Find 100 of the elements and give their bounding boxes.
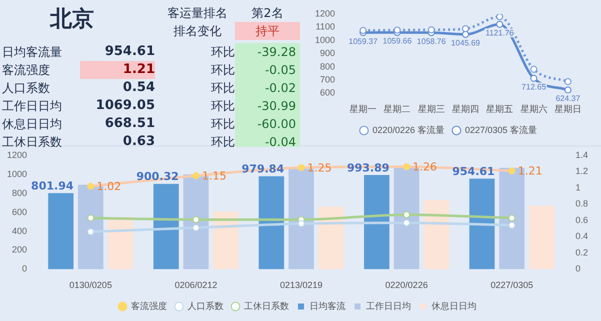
- point: [428, 26, 435, 34]
- point: [87, 214, 94, 222]
- text: 1.21: [80, 61, 155, 79]
- point: [462, 30, 470, 38]
- point: [496, 14, 504, 20]
- data-label: 1059.66: [382, 36, 412, 46]
- y-tick-label: 1200: [314, 8, 336, 18]
- data-label: 954.61: [452, 165, 495, 178]
- data-label: 1.21: [518, 164, 542, 178]
- y-tick-label: 200: [12, 244, 28, 255]
- text: 休息日日均: [2, 116, 63, 133]
- text: -30.99: [235, 97, 300, 115]
- y-tick-label: 1000: [314, 34, 336, 45]
- point: [298, 220, 305, 228]
- y2-tick-label: 1: [575, 182, 581, 192]
- y2-tick-label: 0.6: [575, 214, 588, 225]
- y-tick-label: 800: [12, 188, 28, 198]
- x-tick-label: 星期五: [486, 104, 514, 114]
- y2-tick-label: 0.8: [575, 198, 588, 209]
- y2-tick-label: 0.4: [575, 231, 588, 242]
- text: 环比: [210, 62, 235, 79]
- y-tick-label: 900: [320, 48, 336, 58]
- x-tick-label: 星期四: [452, 104, 480, 114]
- bar: [364, 174, 390, 270]
- data-label: 993.89: [346, 161, 390, 174]
- text: 环比: [210, 80, 235, 97]
- x-tick-label: 0130/0205: [69, 280, 112, 290]
- legend-label: 工休日系数: [244, 300, 289, 311]
- x-tick-label: 星期一: [350, 104, 377, 114]
- data-label: 1.02: [96, 180, 122, 194]
- text: 持平: [235, 22, 300, 40]
- y2-tick-label: 0: [575, 264, 581, 274]
- bar: [48, 193, 74, 270]
- x-tick-label: 星期六: [520, 104, 548, 114]
- text: -60.00: [235, 115, 300, 133]
- data-label: 1059.37: [348, 36, 378, 46]
- legend-label: 休息日日均: [432, 300, 476, 311]
- point: [87, 228, 94, 236]
- y-tick-label: 1200: [6, 150, 28, 160]
- point: [403, 211, 410, 218]
- legend-label: 人口系数: [188, 300, 224, 311]
- text: 668.51: [104, 115, 155, 133]
- text: -0.02: [235, 79, 300, 97]
- point: [403, 219, 410, 226]
- text: -0.04: [235, 133, 300, 151]
- text: 954.61: [104, 43, 155, 61]
- x-tick-label: 0227/0305: [490, 280, 534, 290]
- point: [530, 66, 538, 73]
- text: -39.28: [235, 43, 300, 61]
- text: 1069.05: [94, 97, 155, 115]
- point: [564, 78, 572, 86]
- point: [360, 27, 367, 34]
- legend-label: 日均客流: [310, 300, 346, 311]
- data-label: 979.84: [242, 162, 284, 176]
- point: [564, 86, 572, 94]
- data-label: 1058.76: [416, 36, 446, 46]
- legend-label: 0227/0305 客流量: [465, 124, 538, 135]
- bar: [424, 200, 450, 270]
- data-label: 1045.69: [451, 38, 481, 48]
- text: 排名变化: [172, 23, 222, 40]
- bar: [258, 176, 284, 270]
- y-tick-label: 400: [12, 226, 28, 236]
- legend-label: 工作日日均: [366, 300, 411, 311]
- point: [394, 26, 401, 34]
- y2-tick-label: 1.2: [575, 166, 588, 176]
- bar: [528, 206, 554, 270]
- data-label: 1121.76: [485, 28, 514, 38]
- y2-tick-label: 0.2: [575, 247, 588, 258]
- point: [508, 222, 516, 229]
- text: -0.05: [235, 61, 300, 79]
- x-tick-label: 星期二: [384, 104, 411, 114]
- point: [496, 20, 504, 28]
- data-label: 900.32: [136, 170, 179, 184]
- bar: [153, 184, 179, 270]
- text: 环比: [210, 98, 235, 115]
- text: 人口系数: [2, 80, 51, 97]
- legend-label: 客流强度: [131, 300, 167, 311]
- text: 工作日日均: [2, 98, 63, 115]
- y-tick-label: 1100: [316, 22, 336, 32]
- text: 客流强度: [2, 62, 51, 79]
- x-tick-label: 星期三: [418, 104, 445, 114]
- text: 北京: [50, 6, 94, 34]
- y-tick-label: 1000: [6, 168, 28, 179]
- data-label: 1.25: [307, 161, 332, 174]
- data-label: 712.65: [522, 82, 547, 92]
- y-tick-label: 0: [22, 264, 28, 274]
- point: [508, 214, 516, 222]
- text: 工休日系数: [2, 134, 63, 151]
- text: 日均客流量: [2, 44, 63, 61]
- x-tick-label: 星期日: [554, 104, 582, 114]
- x-tick-label: 0220/0226: [385, 280, 428, 290]
- data-label: 624.37: [556, 94, 581, 104]
- y-tick-label: 600: [320, 88, 336, 98]
- bar: [469, 178, 495, 270]
- data-label: 1.26: [412, 160, 438, 174]
- text: 环比: [210, 134, 235, 151]
- text: 环比: [210, 44, 235, 61]
- text: 环比: [210, 116, 235, 133]
- text: 客运量排名: [166, 5, 228, 22]
- x-tick-label: 0206/0212: [174, 280, 218, 290]
